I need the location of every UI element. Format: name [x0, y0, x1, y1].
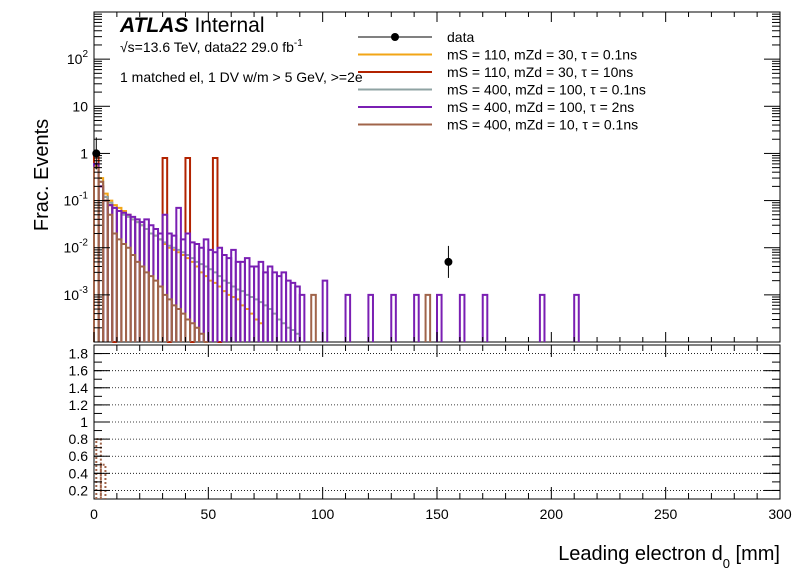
ratio-bin: [95, 438, 102, 499]
ratio-y-tick-label: 1.2: [69, 397, 89, 413]
main-plot-frame: [93, 11, 781, 343]
x-tick-label: 300: [768, 506, 792, 522]
legend-label: mS = 400, mZd = 100, τ = 0.1ns: [447, 82, 646, 98]
y-tick-label: 10-1: [64, 191, 89, 209]
legend-label: mS = 400, mZd = 100, τ = 2ns: [447, 99, 634, 115]
histogram-bin: [424, 293, 432, 342]
ratio-y-tick-label: 0.2: [69, 482, 89, 498]
x-axis-label: Leading electron d0 [mm]: [558, 543, 780, 571]
legend-entry: mS = 400, mZd = 100, τ = 2ns: [358, 99, 634, 115]
legend-label: data: [447, 29, 474, 45]
histogram-bin: [310, 293, 317, 342]
ratio-y-tick-label: 1.8: [69, 346, 89, 362]
histogram-bin: [298, 293, 306, 342]
histogram-bin: [344, 293, 352, 342]
main-histograms: [93, 154, 580, 343]
y-tick-label: 1: [80, 145, 88, 161]
legend-entry: mS = 400, mZd = 100, τ = 0.1ns: [358, 82, 646, 98]
histogram-bin: [198, 332, 205, 342]
ratio-y-tick-label: 0.4: [69, 465, 89, 481]
y-tick-label: 10: [72, 98, 88, 114]
experiment-header: ATLAS Internal: [119, 14, 264, 37]
selection-label: 1 matched el, 1 DV w/m > 5 GeV, >=2e: [120, 69, 363, 85]
histogram-bin: [413, 293, 420, 342]
legend-label: mS = 110, mZd = 30, τ = 0.1ns: [447, 47, 637, 63]
ratio-grid: [94, 353, 780, 491]
legend-entry: mS = 400, mZd = 10, τ = 0.1ns: [358, 117, 638, 133]
histogram-bin: [458, 293, 466, 342]
ratio-y-ticks: 0.20.40.60.811.21.41.61.8: [69, 346, 780, 498]
histogram-bin: [481, 293, 489, 342]
ratio-y-tick-label: 1.6: [69, 363, 89, 379]
y-tick-label: 10-2: [64, 238, 89, 256]
histogram-bin: [321, 279, 329, 342]
x-tick-label: 200: [540, 506, 564, 522]
main-y-ticks: 10-3 10-2 10-1 1 10 102: [64, 13, 780, 343]
x-tick-label: 0: [90, 506, 98, 522]
legend-marker: [391, 33, 399, 41]
y-tick-label: 102: [67, 49, 89, 67]
energy-lumi-line: √s=13.6 TeV, data22 29.0 fb-1: [120, 38, 303, 55]
ratio-y-tick-label: 1.4: [69, 380, 89, 396]
legend-entry: data: [358, 29, 474, 45]
main-x-ticks: [93, 12, 781, 342]
x-tick-label: 150: [425, 506, 449, 522]
histogram-bin: [436, 293, 443, 342]
data-points: [92, 137, 453, 278]
legend-entry: mS = 110, mZd = 30, τ = 10ns: [358, 64, 633, 80]
ratio-y-tick-label: 0.6: [69, 448, 89, 464]
data-point: [444, 257, 453, 266]
ratio-x-ticks: 0 50 100 150 200 250 300: [90, 345, 792, 522]
histogram-bin: [573, 293, 580, 342]
y-tick-label: 10-3: [64, 285, 89, 303]
histogram-bin: [390, 293, 397, 342]
histogram-bin: [538, 293, 546, 342]
legend-entry: mS = 110, mZd = 30, τ = 0.1ns: [358, 47, 637, 63]
y-axis-label: Frac. Events: [31, 119, 53, 231]
legend-label: mS = 400, mZd = 10, τ = 0.1ns: [447, 117, 638, 133]
ratio-y-tick-label: 1: [80, 414, 88, 430]
x-tick-label: 250: [654, 506, 678, 522]
x-tick-label: 50: [201, 506, 217, 522]
histogram-bin: [367, 293, 374, 342]
ratio-y-tick-label: 0.8: [69, 431, 89, 447]
x-tick-label: 100: [311, 506, 335, 522]
legend-label: mS = 110, mZd = 30, τ = 10ns: [447, 64, 633, 80]
